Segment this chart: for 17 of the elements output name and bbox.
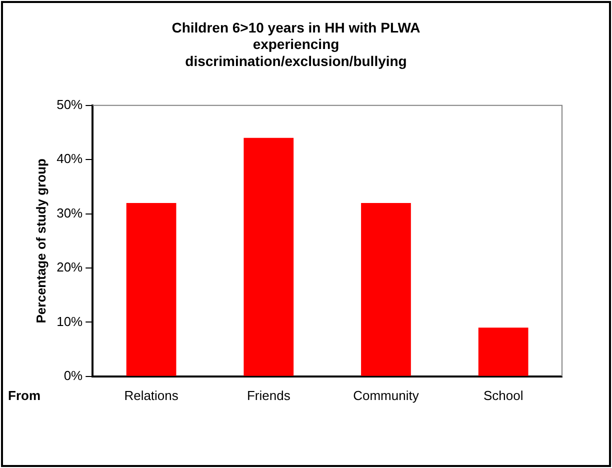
x-tick-label: Community [353, 388, 420, 403]
x-axis-title: From [8, 388, 40, 403]
bar [478, 328, 528, 376]
y-tick-label: 10% [56, 314, 84, 329]
chart-title: Children 6>10 years in HH with PLWA experiencing discrimination/exclusion/bullying [172, 19, 420, 69]
y-tick-label: 40% [56, 151, 84, 166]
bar [126, 202, 176, 376]
x-tick-label: Friends [246, 388, 291, 403]
y-axis-title: Percentage of study group [33, 158, 48, 324]
y-tick-label: 50% [56, 96, 84, 112]
bar [244, 138, 294, 376]
bar [361, 202, 411, 376]
x-tick-label: Relations [124, 388, 179, 403]
y-tick-label: 30% [56, 205, 84, 220]
x-tick-label: School [483, 388, 524, 403]
y-tick-label: 20% [56, 260, 84, 275]
y-tick-label: 0% [64, 368, 84, 383]
